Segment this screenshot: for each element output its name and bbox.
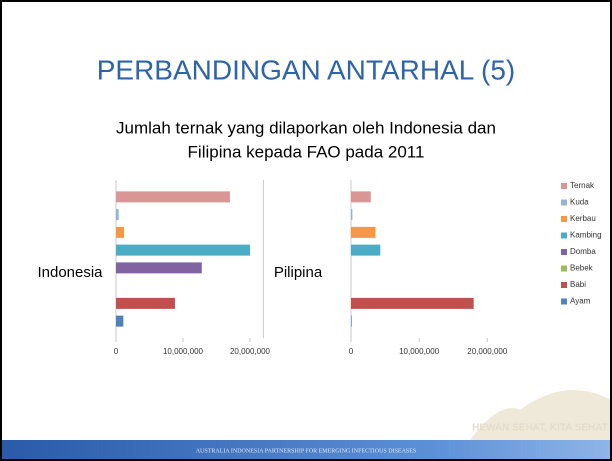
bar [351, 245, 380, 256]
legend-swatch [561, 233, 567, 239]
legend-label: Bebek [570, 264, 594, 273]
bar [116, 209, 119, 220]
x-tick-label: 0 [349, 347, 354, 356]
legend-label: Kambing [570, 231, 602, 240]
legend-label: Domba [570, 247, 596, 256]
bar [116, 227, 124, 238]
legend-swatch [561, 200, 567, 206]
legend-swatch [561, 216, 567, 222]
x-tick-label: 0 [114, 347, 119, 356]
x-tick-label: 20,000,000 [230, 347, 271, 356]
bar [351, 209, 352, 220]
bar [116, 316, 123, 327]
legend-swatch [561, 249, 567, 255]
bar [351, 191, 371, 202]
bar [116, 191, 230, 202]
x-tick-label: 20,000,000 [467, 347, 508, 356]
subtitle-line: Filipina kepada FAO pada 2011 [188, 142, 425, 161]
watermark: HEWAN SEHAT, KITA SEHAT [472, 423, 608, 434]
y-category-label: Indonesia [37, 264, 103, 281]
footer-text: AUSTRALIA INDONESIA PARTNERSHIP FOR EMER… [196, 448, 417, 454]
y-category-label: Pilipina [274, 264, 323, 281]
bar [351, 227, 376, 238]
bar [116, 245, 250, 256]
x-tick-label: 10,000,000 [399, 347, 440, 356]
legend-label: Kerbau [570, 214, 596, 223]
legend-label: Babi [570, 280, 586, 289]
slide: HEWAN SEHAT, KITA SEHAT AUSTRALIA INDONE… [0, 0, 612, 461]
bar [116, 298, 175, 309]
legend-swatch [561, 183, 567, 189]
bar [351, 316, 352, 327]
bar [351, 298, 474, 309]
bar [116, 262, 202, 273]
subtitle-line: Jumlah ternak yang dilaporkan oleh Indon… [116, 118, 496, 137]
legend-label: Kuda [570, 198, 589, 207]
legend-swatch [561, 282, 567, 288]
legend-swatch [561, 299, 567, 305]
legend-swatch [561, 266, 567, 272]
legend-label: Ternak [570, 181, 595, 190]
legend-label: Ayam [570, 297, 591, 306]
x-tick-label: 10,000,000 [163, 347, 204, 356]
slide-title: PERBANDINGAN ANTARHAL (5) [97, 54, 516, 85]
